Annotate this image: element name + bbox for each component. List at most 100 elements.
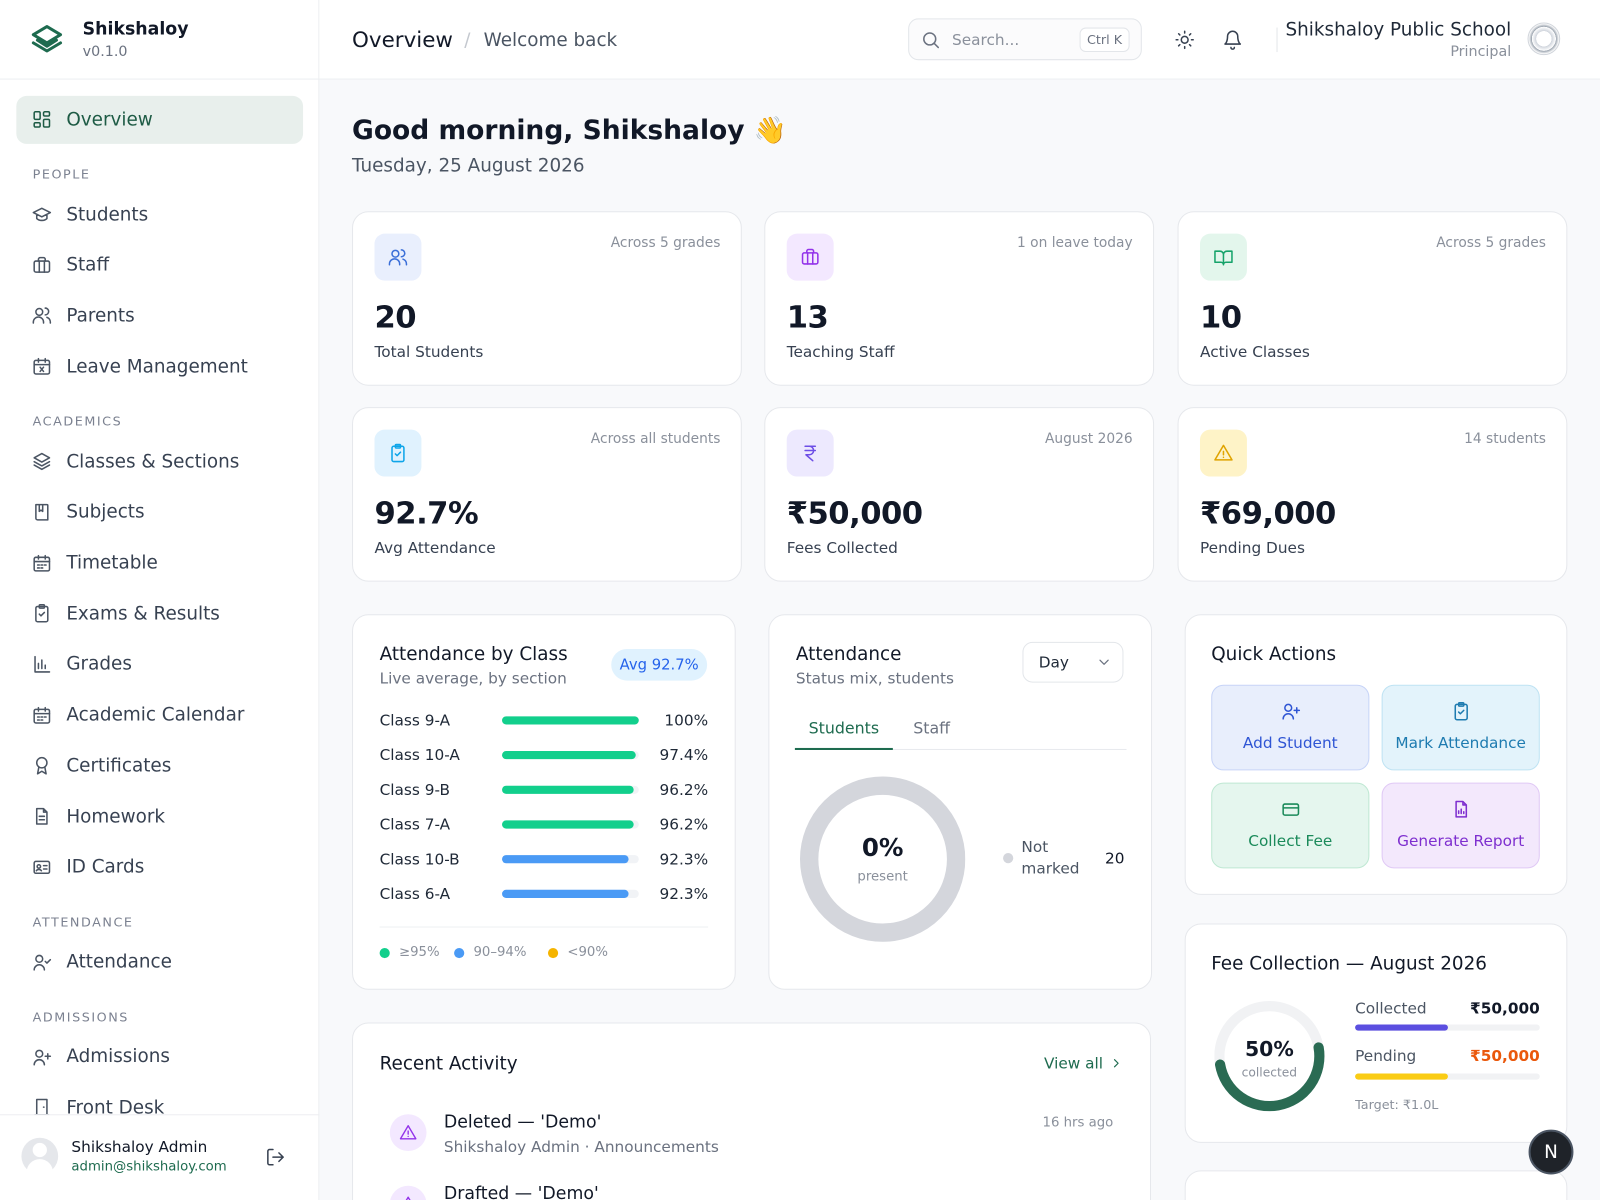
stat-icon-bg <box>374 233 422 281</box>
active-item-bg[interactable] <box>16 95 304 144</box>
nav-item[interactable]: Leave Management <box>66 355 248 378</box>
nav-item[interactable]: Academic Calendar <box>66 704 245 726</box>
nav-icon <box>32 603 52 623</box>
stat-icon <box>1213 443 1233 463</box>
bar-track <box>1355 1024 1540 1031</box>
icon-part <box>33 110 51 128</box>
icon-part <box>1283 703 1292 712</box>
recent-activity-card <box>352 1022 1152 1200</box>
nav-item[interactable]: Exams & Results <box>66 602 220 625</box>
notifications[interactable] <box>1222 30 1242 50</box>
icon-part <box>33 554 51 572</box>
class-name: Class 10-B <box>379 849 460 868</box>
stat-note: Across 5 grades <box>1436 234 1546 251</box>
nav-item[interactable]: Students <box>66 203 149 225</box>
school-avatar[interactable] <box>1527 22 1561 56</box>
nav-icon <box>32 806 52 826</box>
tab-underline <box>794 747 893 750</box>
icon-part <box>32 307 52 325</box>
class-value: 100% <box>664 710 709 730</box>
quick-action-label[interactable]: Mark Attendance <box>1395 733 1526 752</box>
quick-action-label[interactable]: Collect Fee <box>1248 831 1333 850</box>
floating-button-label[interactable]: N <box>1544 1141 1558 1163</box>
icon-part <box>923 32 940 49</box>
nav-item[interactable]: Homework <box>66 805 166 828</box>
quick-action-label[interactable]: Generate Report <box>1397 831 1525 850</box>
icon-part <box>33 359 51 375</box>
icon-part <box>33 554 51 569</box>
breadcrumb-separator: / <box>464 29 471 51</box>
view-all-link[interactable]: View all <box>1043 1053 1104 1072</box>
class-name: Class 9-A <box>379 710 451 730</box>
bar <box>502 855 629 864</box>
nav-item[interactable]: Classes & Sections <box>66 450 240 473</box>
nav-item[interactable]: Attendance <box>66 951 172 973</box>
nav-icon <box>32 502 52 522</box>
card-title: Recent Activity <box>379 1052 518 1074</box>
brand-version: v0.1.0 <box>82 43 128 61</box>
stat-note: 1 on leave today <box>1017 234 1133 251</box>
nav-item[interactable]: Subjects <box>66 501 145 523</box>
user-role: Principal <box>1450 43 1512 61</box>
theme-toggle[interactable] <box>1174 30 1194 50</box>
icon-part <box>36 863 42 869</box>
icon-part <box>35 807 48 825</box>
nav-item[interactable]: Overview <box>66 108 153 131</box>
icon-part <box>33 708 51 724</box>
stat-value: ₹69,000 <box>1199 495 1336 532</box>
icon-part <box>1099 659 1109 665</box>
legend-label: <90% <box>567 944 608 961</box>
icon-part <box>1180 35 1189 44</box>
card-subtitle: Live average, by section <box>379 668 567 688</box>
class-value: 92.3% <box>659 884 709 903</box>
nav-item[interactable]: Admissions <box>66 1046 170 1068</box>
icon-part <box>1453 701 1468 721</box>
quick-action-button[interactable] <box>1211 782 1370 869</box>
search-placeholder: Search... <box>952 30 1020 49</box>
nav-item[interactable]: Timetable <box>66 552 158 574</box>
icon-part <box>38 611 46 617</box>
icon-part <box>31 25 63 53</box>
icon-part <box>35 1049 44 1058</box>
icon-part <box>34 655 51 673</box>
quick-action-button[interactable] <box>1211 684 1370 771</box>
floating-button[interactable] <box>1528 1129 1574 1175</box>
tab[interactable]: Staff <box>913 719 951 738</box>
nav-item[interactable]: Parents <box>66 304 135 327</box>
icon-part <box>394 443 402 449</box>
quick-action-icon <box>1450 701 1470 721</box>
average-badge-label: Avg 92.7% <box>619 656 699 673</box>
card-title: Fee Collection — August 2026 <box>1211 952 1487 974</box>
quick-action-label[interactable]: Add Student <box>1242 733 1338 752</box>
nav-icon <box>32 755 52 775</box>
nav-item[interactable]: Front Desk <box>66 1096 165 1115</box>
nav-item[interactable]: Staff <box>66 254 110 276</box>
icon-part <box>1175 30 1194 50</box>
nav-item[interactable]: Certificates <box>66 754 172 777</box>
quick-action-button[interactable] <box>1381 684 1540 771</box>
fee-row-amount: ₹50,000 <box>1470 998 1540 1017</box>
icon-part <box>32 207 52 222</box>
icon-part <box>1175 30 1194 50</box>
nav: PEOPLE Students Staff Parents Leave Manageme… <box>0 80 319 1115</box>
donut <box>799 776 966 942</box>
extra-card <box>1184 1170 1568 1200</box>
quick-action-button[interactable] <box>1381 782 1540 869</box>
stat-value: 20 <box>374 299 417 336</box>
icon-part <box>1457 701 1465 707</box>
nav-item[interactable]: Grades <box>66 653 132 675</box>
icon-part <box>1281 803 1299 816</box>
stat-label: Avg Attendance <box>374 538 496 557</box>
brand-divider <box>0 78 320 80</box>
icon-part <box>33 110 41 121</box>
icon-part <box>42 110 51 117</box>
nav-section-label: ADMISSIONS <box>32 1008 129 1025</box>
nav-item[interactable]: ID Cards <box>66 856 145 878</box>
nav-icon <box>32 654 52 674</box>
card-subtitle: Status mix, students <box>795 668 954 688</box>
logout-button[interactable] <box>265 1147 285 1167</box>
icon-part <box>391 445 405 463</box>
stat-label: Pending Dues <box>1199 538 1305 557</box>
fee-caption: collected <box>1241 1064 1298 1080</box>
tab[interactable]: Students <box>808 719 880 738</box>
